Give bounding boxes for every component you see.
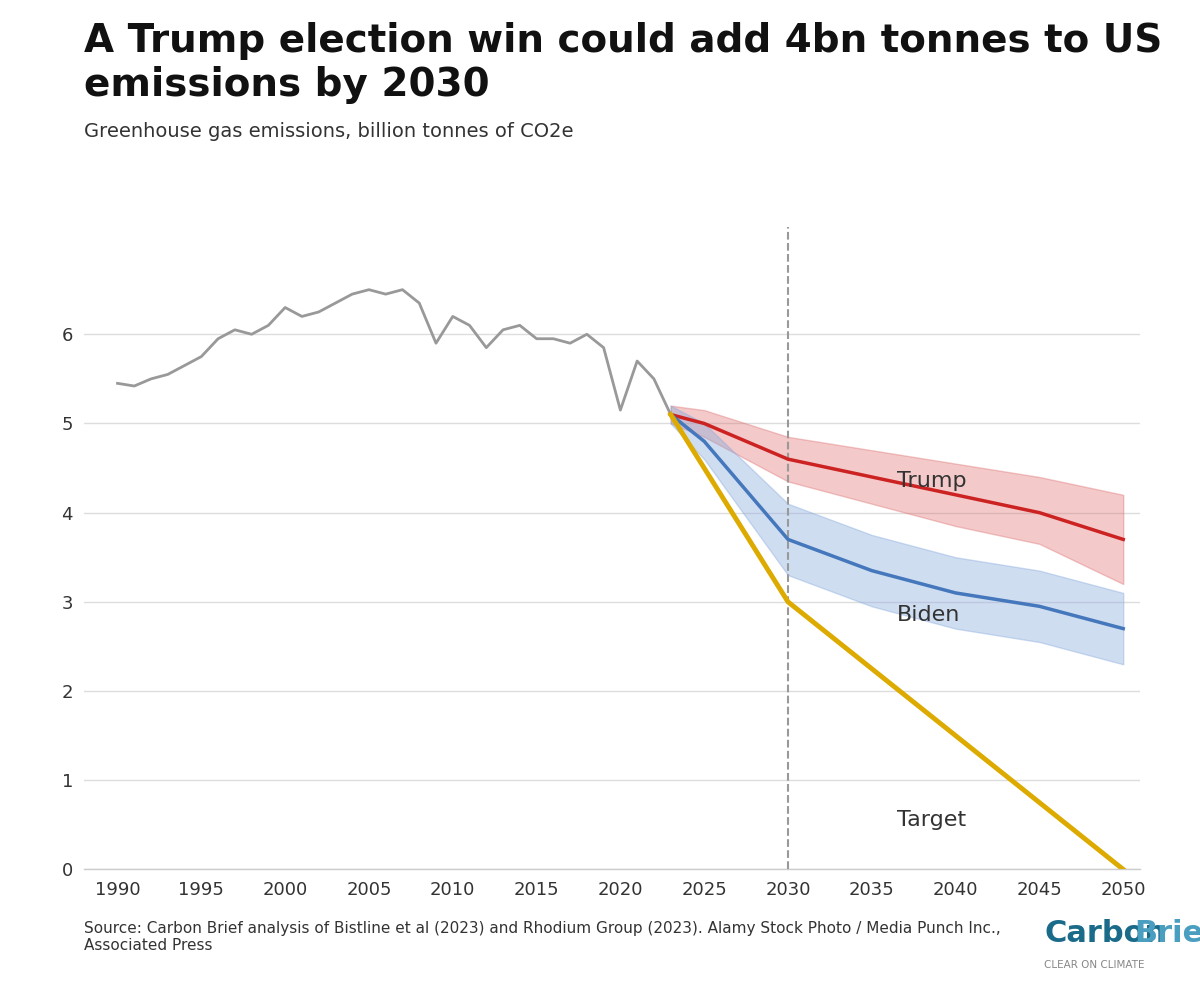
Text: Brief: Brief: [1134, 920, 1200, 948]
Text: Source: Carbon Brief analysis of Bistline et al (2023) and Rhodium Group (2023).: Source: Carbon Brief analysis of Bistlin…: [84, 921, 1001, 953]
Text: Greenhouse gas emissions, billion tonnes of CO2e: Greenhouse gas emissions, billion tonnes…: [84, 123, 574, 141]
Text: A Trump election win could add 4bn tonnes to US emissions by 2030: A Trump election win could add 4bn tonne…: [84, 22, 1163, 104]
Text: Target: Target: [896, 810, 966, 830]
Text: Trump: Trump: [896, 471, 966, 491]
Text: Biden: Biden: [896, 606, 960, 625]
Text: Carbon: Carbon: [1044, 920, 1166, 948]
Text: CLEAR ON CLIMATE: CLEAR ON CLIMATE: [1044, 960, 1145, 970]
